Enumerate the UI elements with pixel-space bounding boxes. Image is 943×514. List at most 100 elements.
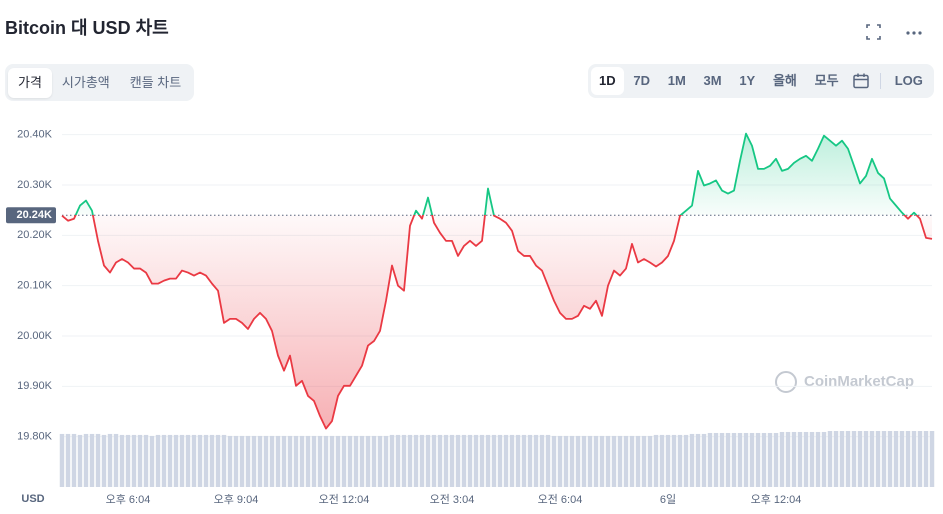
x-tick-label: 오전 12:04 xyxy=(319,493,370,506)
volume-bar xyxy=(503,434,509,487)
volume-bar xyxy=(449,434,455,487)
volume-bar xyxy=(251,435,257,487)
volume-bar xyxy=(887,431,893,487)
volume-bar xyxy=(173,434,179,487)
volume-bar xyxy=(269,435,275,487)
volume-bar xyxy=(431,434,437,487)
tab[interactable]: 시가총액 xyxy=(61,74,110,90)
volume-bar xyxy=(671,434,677,487)
range-button[interactable]: 1M xyxy=(667,73,686,88)
volume-bar xyxy=(179,434,185,487)
volume-bar xyxy=(767,432,773,487)
volume-bar xyxy=(653,434,659,487)
volume-bar xyxy=(605,435,611,487)
volume-bar xyxy=(893,431,899,487)
volume-bar xyxy=(149,435,155,487)
volume-bar xyxy=(923,431,929,487)
volume-bar xyxy=(215,434,221,487)
x-tick-label: 오후 6:04 xyxy=(106,493,151,506)
volume-bar xyxy=(221,434,227,487)
tab[interactable]: 가격 xyxy=(8,67,52,98)
reference-badge xyxy=(6,207,56,224)
volume-bar xyxy=(131,434,137,487)
volume-bar xyxy=(137,434,143,487)
calendar-icon[interactable] xyxy=(852,72,870,90)
volume-bar xyxy=(527,434,533,487)
volume-bar xyxy=(59,433,65,487)
volume-bar xyxy=(185,434,191,487)
volume-bar xyxy=(749,432,755,487)
volume-bar xyxy=(875,431,881,487)
volume-bar xyxy=(569,435,575,487)
volume-bar xyxy=(737,432,743,487)
volume-bar xyxy=(623,435,629,487)
volume-bar xyxy=(689,433,695,487)
volume-bar xyxy=(677,434,683,487)
volume-bar xyxy=(239,435,245,487)
volume-bar xyxy=(725,432,731,487)
volume-bar xyxy=(329,435,335,487)
range-button[interactable]: 7D xyxy=(633,73,650,88)
volume-bar xyxy=(395,434,401,487)
volume-bar xyxy=(341,435,347,487)
volume-bar xyxy=(557,435,563,487)
log-button[interactable]: LOG xyxy=(894,73,923,88)
volume-bar xyxy=(311,435,317,487)
volume-bar xyxy=(509,434,515,487)
volume-bar xyxy=(761,432,767,487)
volume-bar xyxy=(389,434,395,487)
volume-bar xyxy=(293,435,299,487)
range-button[interactable]: 1Y xyxy=(739,73,756,88)
range-button[interactable]: 올해 xyxy=(772,73,797,88)
volume-bar xyxy=(629,435,635,487)
more-icon[interactable] xyxy=(906,31,922,35)
volume-bar xyxy=(857,431,863,487)
volume-bar xyxy=(731,432,737,487)
volume-bar xyxy=(515,434,521,487)
volume-bar xyxy=(521,434,527,487)
volume-bar xyxy=(683,434,689,487)
volume-bar xyxy=(443,434,449,487)
volume-bar xyxy=(839,431,845,487)
volume-bar xyxy=(71,433,77,487)
volume-bar xyxy=(371,435,377,487)
chart-title: Bitcoin 대 USD 차트 xyxy=(5,18,169,38)
x-tick-label: 6일 xyxy=(660,492,676,506)
fullscreen-icon[interactable] xyxy=(866,24,881,40)
volume-bar xyxy=(209,434,215,487)
volume-bar xyxy=(611,435,617,487)
price-line xyxy=(61,132,933,430)
volume-bar xyxy=(161,434,167,487)
watermark-logo xyxy=(775,371,797,393)
volume-bar xyxy=(89,433,95,487)
volume-bar xyxy=(467,434,473,487)
volume-bar xyxy=(401,434,407,487)
volume-bar xyxy=(257,435,263,487)
volume-bar xyxy=(695,433,701,487)
x-tick-label: 오후 12:04 xyxy=(751,493,802,506)
reference-label: 20.24K xyxy=(17,209,53,221)
volume-bar xyxy=(809,431,815,487)
range-button[interactable]: 1D xyxy=(591,67,624,95)
volume-bar xyxy=(845,431,851,487)
area xyxy=(62,133,932,429)
volume-bar xyxy=(659,434,665,487)
watermark: CoinMarketCap xyxy=(775,371,914,393)
volume-bar xyxy=(701,433,707,487)
volume-bar xyxy=(263,435,269,487)
volume-bar xyxy=(107,433,113,487)
volume-bar xyxy=(335,435,341,487)
volume-bar xyxy=(479,434,485,487)
volume-bar xyxy=(929,431,935,487)
tab[interactable]: 캔들 차트 xyxy=(129,74,182,90)
range-button[interactable]: 모두 xyxy=(814,73,839,88)
volume-bar xyxy=(227,435,233,487)
volume-bar xyxy=(359,435,365,487)
volume-bar xyxy=(563,435,569,487)
volume-bar xyxy=(773,432,779,487)
volume-bar xyxy=(755,432,761,487)
range-button[interactable]: 3M xyxy=(703,73,722,88)
volume-bar xyxy=(197,434,203,487)
volume-bar xyxy=(353,435,359,487)
volume-bar xyxy=(593,435,599,487)
